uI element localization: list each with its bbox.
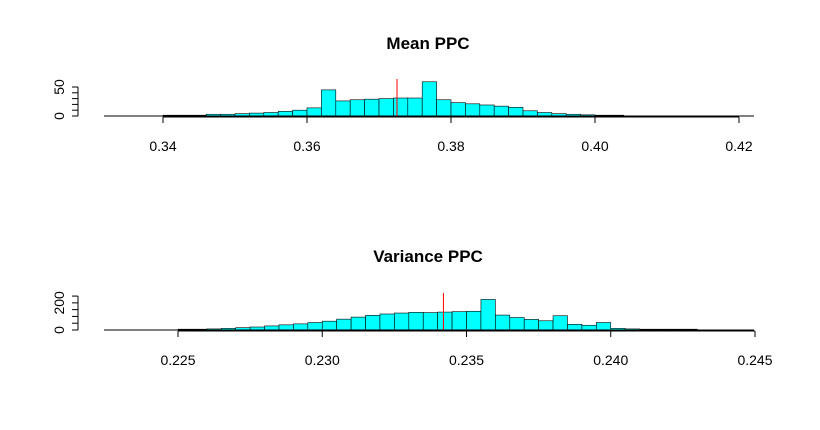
histogram-bar xyxy=(581,324,597,331)
histogram-bar xyxy=(493,105,509,117)
histogram-bar xyxy=(350,316,366,331)
mean-ppc-panel: Mean PPC 0.34 0.36 0.38 0.40 0.42 0 50 xyxy=(51,34,754,154)
histogram-bar xyxy=(596,322,612,331)
histogram-bar xyxy=(278,324,294,331)
histogram-bar xyxy=(421,81,437,117)
histogram-bar xyxy=(335,100,351,117)
histogram-bar xyxy=(523,319,539,331)
histogram-bar xyxy=(293,323,309,331)
x-tick-label: 0.38 xyxy=(437,138,464,154)
histogram-bar xyxy=(306,107,322,117)
histogram-bar xyxy=(451,311,467,331)
histogram-bar xyxy=(509,317,525,331)
histogram-bar xyxy=(480,299,496,331)
x-tick-label: 0.245 xyxy=(737,352,772,368)
histogram-bar xyxy=(408,312,424,331)
histogram-bar xyxy=(393,97,409,117)
histogram-bar xyxy=(522,110,538,117)
histogram-bar xyxy=(538,320,554,331)
x-tick-label: 0.40 xyxy=(581,138,608,154)
x-tick-label: 0.240 xyxy=(593,352,628,368)
histogram-bar xyxy=(365,315,381,331)
histogram-bar xyxy=(508,107,524,117)
variance-ppc-title: Variance PPC xyxy=(373,247,483,266)
x-tick-label: 0.34 xyxy=(149,138,176,154)
histogram-bar xyxy=(537,112,553,117)
histogram-bar xyxy=(321,89,337,117)
histogram-bar xyxy=(479,104,495,117)
histogram-bar xyxy=(336,318,352,331)
y-tick-label: 50 xyxy=(51,79,67,95)
histogram-bar xyxy=(378,98,394,117)
histogram-bar xyxy=(321,320,337,331)
x-tick-label: 0.42 xyxy=(725,138,752,154)
x-tick-label: 0.36 xyxy=(293,138,320,154)
histogram-bar xyxy=(349,99,365,117)
x-tick-label: 0.235 xyxy=(449,352,484,368)
x-tick-label: 0.225 xyxy=(160,352,195,368)
histogram-bar xyxy=(379,313,395,331)
histogram-bar xyxy=(264,325,280,331)
y-tick-label: 0 xyxy=(51,112,67,120)
histogram-bar xyxy=(437,311,453,331)
y-tick-label: 0 xyxy=(51,326,67,334)
mean-ppc-title: Mean PPC xyxy=(386,34,469,53)
histogram-bar xyxy=(567,323,583,331)
histogram-bar xyxy=(465,103,481,117)
variance-ppc-panel: Variance PPC 0.225 0.230 0.235 0.240 0.245 0 2… xyxy=(51,247,773,368)
histogram-bar xyxy=(263,112,279,117)
histogram-bar xyxy=(277,111,293,117)
histogram-bar xyxy=(407,97,423,117)
histogram-bar xyxy=(552,315,568,331)
histogram-bar xyxy=(307,322,323,331)
x-tick-label: 0.230 xyxy=(305,352,340,368)
histogram-bar xyxy=(495,314,511,331)
histogram-bar xyxy=(436,99,452,117)
y-tick-label: 200 xyxy=(51,291,67,315)
histogram-bar xyxy=(364,98,380,117)
histogram-bar xyxy=(466,310,482,331)
histogram-bar xyxy=(292,109,308,117)
histogram-bar xyxy=(394,312,410,331)
histogram-bar xyxy=(422,312,438,331)
histogram-bar xyxy=(450,102,466,117)
